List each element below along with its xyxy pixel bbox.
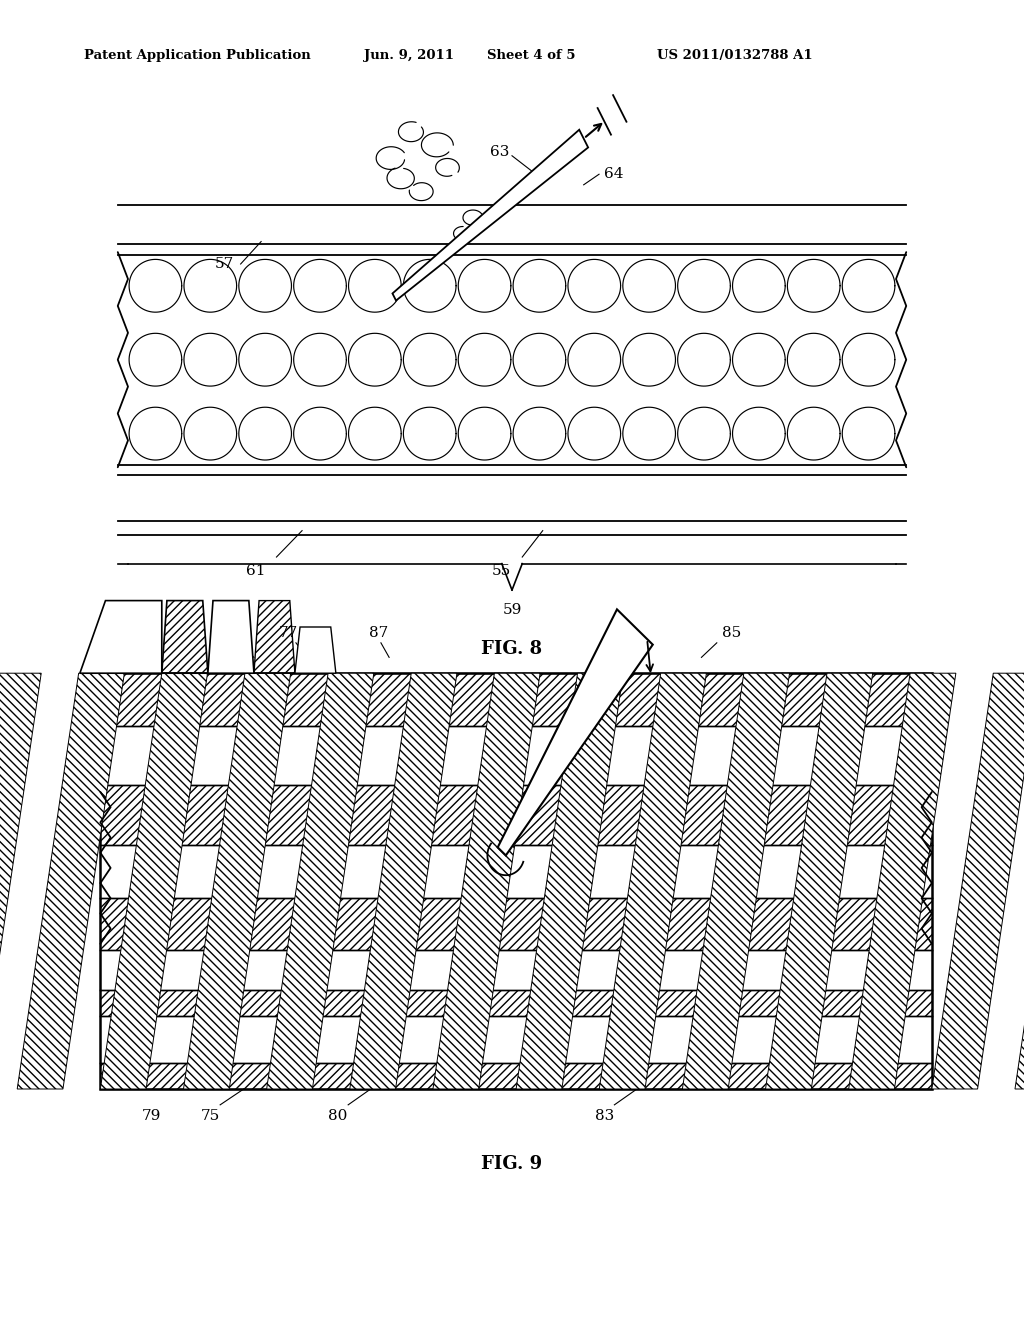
Text: 83: 83 [595,1109,613,1123]
Polygon shape [599,673,707,1089]
Text: 87: 87 [370,626,388,640]
Polygon shape [208,601,254,673]
Bar [100,785,932,845]
Text: FIG. 8: FIG. 8 [481,640,543,659]
Polygon shape [183,673,291,1089]
Bar [100,673,932,1089]
Polygon shape [80,601,162,673]
Polygon shape [932,673,1024,1089]
Bar [100,1063,932,1089]
Text: 77: 77 [280,626,298,640]
Polygon shape [682,673,790,1089]
Text: 75: 75 [201,1109,219,1123]
Text: 79: 79 [142,1109,161,1123]
Polygon shape [849,673,955,1089]
Text: 61: 61 [246,564,266,578]
Text: 85: 85 [722,626,741,640]
Text: 59: 59 [503,603,521,618]
Text: 81: 81 [221,626,240,640]
Polygon shape [17,673,124,1089]
Text: Patent Application Publication: Patent Application Publication [84,49,310,62]
Text: 63: 63 [489,145,509,158]
Text: US 2011/0132788 A1: US 2011/0132788 A1 [657,49,813,62]
Text: 80: 80 [329,1109,347,1123]
Polygon shape [0,673,41,1089]
Text: 57: 57 [215,257,234,271]
Text: Jun. 9, 2011: Jun. 9, 2011 [364,49,454,62]
Polygon shape [498,610,652,855]
Text: FIG. 9: FIG. 9 [481,1155,543,1173]
Polygon shape [1015,673,1024,1089]
Text: 55: 55 [493,564,511,578]
Polygon shape [266,673,374,1089]
Bar [100,673,932,726]
Polygon shape [350,673,457,1089]
Bar [100,898,932,950]
Polygon shape [433,673,540,1089]
Polygon shape [392,129,588,301]
Text: Sheet 4 of 5: Sheet 4 of 5 [487,49,575,62]
Bar [100,990,932,1016]
Bar [100,673,932,1089]
Polygon shape [516,673,624,1089]
Polygon shape [100,673,208,1089]
Polygon shape [295,627,336,673]
Text: 64: 64 [604,168,624,181]
Polygon shape [766,673,872,1089]
